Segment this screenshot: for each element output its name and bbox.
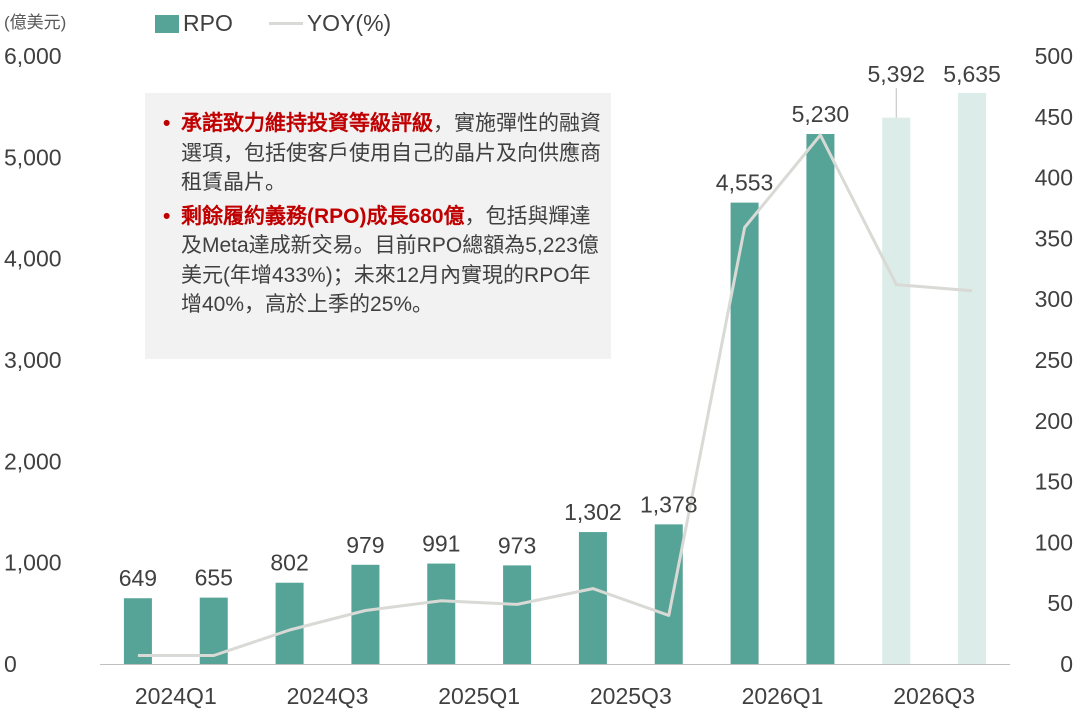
y-right-tick-label: 500: [1035, 43, 1073, 69]
x-tick-label: 2024Q1: [135, 683, 217, 709]
x-tick-label: 2024Q3: [287, 683, 369, 709]
y-right-tick-label: 200: [1035, 408, 1073, 434]
y-left-tick-label: 3,000: [4, 347, 62, 373]
line-yoy: [137, 133, 973, 657]
legend-yoy-swatch: [268, 22, 303, 25]
note-text: ，包括與輝達及Meta達成新交易。目前RPO總額為5,223億美元(年增433%…: [181, 204, 599, 317]
bullet-icon: •: [163, 112, 171, 135]
note-highlight: 承諾致力維持投資等級評級: [181, 112, 433, 135]
y-left-tick-label: 2,000: [4, 448, 62, 474]
y-right-tick-label: 0: [1060, 651, 1073, 677]
legend-yoy-label: YOY(%): [306, 10, 392, 36]
y-right-tick-label: 350: [1035, 225, 1073, 251]
bar-value-label: 5,392: [867, 61, 925, 87]
note-item-rpo-growth: • 剩餘履約義務(RPO)成長680億，包括與輝達及Meta達成新交易。目前RP…: [157, 202, 601, 320]
legend-rpo-swatch: [155, 14, 179, 33]
bar-value-label: 973: [498, 532, 536, 558]
bar-value-label: 649: [119, 565, 157, 591]
note-highlight: 剩餘履約義務(RPO)成長680億: [181, 204, 465, 228]
x-tick-label: 2026Q3: [893, 683, 975, 709]
bar-rpo-2025Q4: [654, 524, 683, 664]
bar-value-label: 991: [422, 531, 460, 557]
annotation-box: • 承諾致力維持投資等級評級，實施彈性的融資選項，包括使客戶使用自己的晶片及向供…: [145, 93, 611, 359]
bar-rpo-2026Q3: [882, 117, 911, 665]
bar-rpo-2025Q2: [503, 565, 532, 664]
note-text: ，實施彈性的融資選項，包括使客戶使用自己的晶片及向供應商租賃晶片。: [181, 112, 601, 194]
bar-rpo-2024Q3: [275, 582, 304, 664]
bar-rpo-2026Q4: [958, 92, 987, 664]
bar-value-label: 655: [195, 565, 233, 591]
x-tick-label: 2025Q1: [438, 683, 520, 709]
bar-rpo-2025Q1: [427, 563, 456, 664]
bar-rpo-2026Q2: [806, 134, 835, 664]
y-right-tick-label: 150: [1035, 469, 1073, 495]
bar-value-label: 979: [346, 532, 384, 558]
bar-value-label: 4,553: [716, 170, 774, 196]
bar-value-label: 5,635: [943, 61, 1001, 87]
bar-value-label: 1,302: [564, 499, 622, 525]
x-tick-label: 2026Q1: [742, 683, 824, 709]
legend: RPO YOY(%): [155, 10, 391, 37]
bar-rpo-2024Q1: [123, 598, 152, 664]
bullet-icon: •: [163, 204, 171, 228]
y-left-tick-label: 6,000: [4, 43, 62, 69]
y-left-tick-label: 5,000: [4, 144, 62, 170]
y-left-tick-label: 0: [4, 651, 17, 677]
y-right-tick-label: 300: [1035, 286, 1073, 312]
y-axis-unit-label: (億美元): [4, 13, 67, 32]
y-right-tick-label: 250: [1035, 347, 1073, 373]
x-tick-label: 2025Q3: [590, 683, 672, 709]
y-right-tick-label: 50: [1047, 590, 1073, 616]
bar-value-label: 5,230: [792, 101, 850, 127]
y-right-tick-label: 450: [1035, 104, 1073, 130]
y-left-tick-label: 1,000: [4, 550, 62, 576]
bar-value-label: 1,378: [640, 491, 698, 517]
note-item-investment-grade: • 承諾致力維持投資等級評級，實施彈性的融資選項，包括使客戶使用自己的晶片及向供…: [157, 109, 601, 198]
bar-rpo-2025Q3: [578, 532, 607, 664]
y-right-tick-label: 400: [1035, 165, 1073, 191]
legend-rpo-label: RPO: [183, 10, 233, 36]
y-right-tick-label: 100: [1035, 529, 1073, 555]
bar-value-label: 802: [270, 550, 308, 576]
y-left-tick-label: 4,000: [4, 246, 62, 272]
